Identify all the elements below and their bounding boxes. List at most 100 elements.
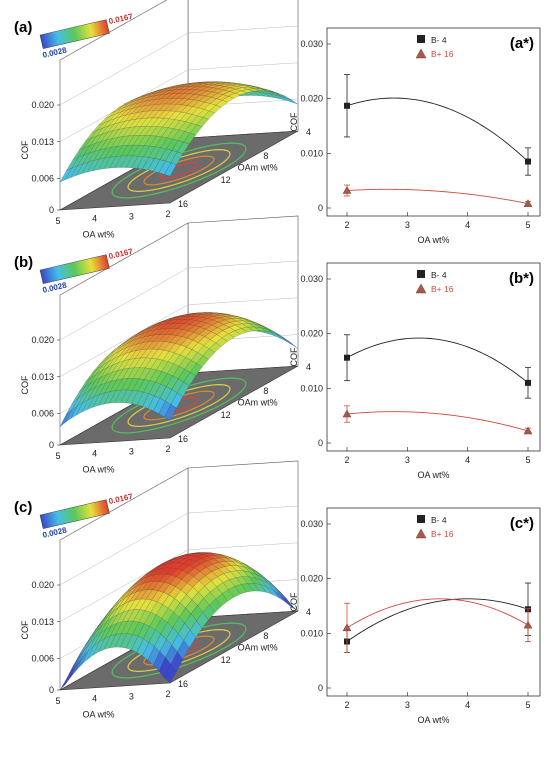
floor-contour — [111, 142, 247, 199]
y-tick-label: 0.020 — [300, 574, 323, 584]
line-panel-1: 0 0.010 0.020 0.030 2 3 4 5 OA wt% COF B- 4 B+ 16 (a… — [289, 27, 541, 245]
plot-frame — [326, 262, 541, 452]
x-tick-label: 2 — [165, 444, 170, 454]
x-tick-label: 3 — [405, 455, 410, 465]
surface-cell — [164, 404, 177, 421]
y-tick-label: 0.020 — [300, 94, 323, 104]
y-tick-label: 12 — [221, 410, 231, 420]
x-tick-label: 3 — [405, 220, 410, 230]
series-line — [346, 598, 529, 642]
x-tick-label: 2 — [165, 689, 170, 699]
y-tick-label: 4 — [306, 607, 311, 617]
surface-panel-0: 0 0.006 0.013 0.020 COF 5 4 3 2 OA wt% 4 8 12 16 OAm w… — [14, 0, 311, 240]
y-tick-label: 16 — [178, 679, 188, 689]
x-tick-label: 3 — [405, 700, 410, 710]
wall-gridline — [59, 25, 299, 106]
y-tick-label: 4 — [306, 362, 311, 372]
y-tick-label: 0.010 — [300, 383, 323, 393]
x-tick-label: 5 — [55, 696, 60, 706]
x-axis-label: OA wt% — [82, 465, 114, 475]
panel-label: (b) — [14, 254, 33, 271]
data-point — [525, 158, 531, 165]
legend-marker — [415, 48, 427, 59]
series-line — [346, 598, 529, 629]
x-tick-label: 2 — [344, 455, 349, 465]
x-axis-label: OA wt% — [82, 230, 114, 240]
data-point — [523, 426, 533, 435]
y-tick-label: 12 — [221, 655, 231, 665]
legend-label: B+ 16 — [431, 529, 454, 539]
data-point — [342, 186, 352, 194]
wall-gridline — [59, 505, 299, 586]
floor-contour — [111, 377, 247, 434]
y-tick-label: 0 — [318, 438, 323, 448]
x-axis-label: OA wt% — [82, 710, 114, 720]
surface-panel-2: 0 0.006 0.013 0.020 COF 5 4 3 2 OA wt% 4 8 12 16 OAm w… — [14, 215, 311, 475]
panel-label: (c) — [14, 499, 32, 516]
y-tick-label: 8 — [263, 151, 268, 161]
data-point — [344, 102, 350, 109]
panel-label: (b*) — [509, 270, 534, 287]
legend-label: B- 4 — [431, 35, 447, 45]
x-tick-label: 4 — [92, 214, 97, 224]
z-tick-label: 0.020 — [31, 100, 54, 110]
z-axis-label: COF — [20, 620, 30, 640]
floor-contour — [127, 384, 231, 427]
y-axis-label: COF — [289, 592, 299, 612]
data-point — [344, 354, 350, 361]
x-tick-label: 5 — [55, 451, 60, 461]
z-tick-label: 0.006 — [31, 409, 54, 419]
legend-label: B+ 16 — [431, 284, 454, 294]
y-tick-label: 0 — [318, 203, 323, 213]
surface-cell — [164, 664, 177, 684]
wall-gridline — [59, 62, 299, 142]
x-tick-label: 2 — [165, 209, 170, 219]
x-tick-label: 3 — [129, 211, 134, 221]
z-tick-label: 0.006 — [31, 174, 54, 184]
z-tick-label: 0 — [49, 205, 54, 215]
z-tick-label: 0 — [49, 440, 54, 450]
legend-marker — [417, 515, 425, 523]
panel-label: (a) — [14, 19, 32, 36]
z-tick-label: 0.020 — [31, 335, 54, 345]
data-point — [523, 199, 533, 207]
wall-gridline — [59, 297, 299, 377]
x-tick-label: 4 — [465, 700, 470, 710]
wall-gridline — [59, 260, 299, 341]
x-tick-label: 4 — [465, 455, 470, 465]
data-point — [342, 409, 352, 418]
y-axis-label: OAm wt% — [238, 643, 278, 653]
x-tick-label: 4 — [465, 220, 470, 230]
legend-marker — [417, 270, 425, 278]
x-tick-label: 2 — [344, 220, 349, 230]
x-tick-label: 5 — [525, 700, 530, 710]
legend-label: B+ 16 — [431, 49, 454, 59]
x-tick-label: 5 — [525, 220, 530, 230]
legend-label: B- 4 — [431, 515, 447, 525]
z-tick-label: 0.013 — [31, 372, 54, 382]
x-tick-label: 5 — [55, 216, 60, 226]
surface-panel-4: 0 0.006 0.013 0.020 COF 5 4 3 2 OA wt% 4 8 12 16 OAm w… — [14, 460, 311, 720]
z-axis-label: COF — [20, 140, 30, 160]
x-axis-label: OA wt% — [417, 470, 449, 480]
plot-frame — [326, 507, 541, 697]
legend-marker — [415, 283, 427, 294]
line-panel-5: 0 0.010 0.020 0.030 2 3 4 5 OA wt% COF B- 4 B+ 16 (c… — [289, 507, 541, 725]
y-axis-label: OAm wt% — [238, 163, 278, 173]
panel-label: (a*) — [510, 35, 534, 52]
y-tick-label: 0.030 — [300, 274, 323, 284]
series-line — [346, 337, 529, 384]
z-tick-label: 0.006 — [31, 654, 54, 664]
data-point — [523, 620, 533, 629]
x-tick-label: 4 — [92, 694, 97, 704]
z-axis-label: COF — [20, 375, 30, 395]
z-tick-label: 0 — [49, 685, 54, 695]
x-tick-label: 2 — [344, 700, 349, 710]
y-tick-label: 8 — [263, 631, 268, 641]
colorbar-gradient — [39, 499, 110, 529]
y-tick-label: 8 — [263, 386, 268, 396]
legend-marker — [415, 528, 427, 539]
y-tick-label: 0.030 — [300, 519, 323, 529]
